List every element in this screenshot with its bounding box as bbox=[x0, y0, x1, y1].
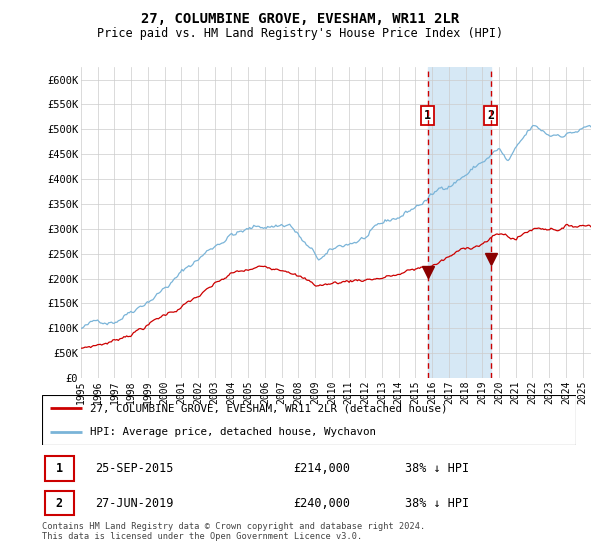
Bar bbox=[428, 67, 491, 378]
Text: 38% ↓ HPI: 38% ↓ HPI bbox=[405, 462, 469, 475]
Text: 2: 2 bbox=[56, 497, 63, 510]
Text: 2: 2 bbox=[487, 109, 494, 122]
Text: 27, COLUMBINE GROVE, EVESHAM, WR11 2LR (detached house): 27, COLUMBINE GROVE, EVESHAM, WR11 2LR (… bbox=[90, 403, 448, 413]
Text: 27, COLUMBINE GROVE, EVESHAM, WR11 2LR: 27, COLUMBINE GROVE, EVESHAM, WR11 2LR bbox=[141, 12, 459, 26]
Bar bbox=[44, 456, 74, 480]
Text: Price paid vs. HM Land Registry's House Price Index (HPI): Price paid vs. HM Land Registry's House … bbox=[97, 27, 503, 40]
Bar bbox=[44, 491, 74, 515]
Text: 25-SEP-2015: 25-SEP-2015 bbox=[95, 462, 174, 475]
Text: 38% ↓ HPI: 38% ↓ HPI bbox=[405, 497, 469, 510]
Text: £240,000: £240,000 bbox=[293, 497, 350, 510]
Text: Contains HM Land Registry data © Crown copyright and database right 2024.
This d: Contains HM Land Registry data © Crown c… bbox=[42, 522, 425, 542]
Text: £214,000: £214,000 bbox=[293, 462, 350, 475]
Text: HPI: Average price, detached house, Wychavon: HPI: Average price, detached house, Wych… bbox=[90, 427, 376, 437]
Text: 27-JUN-2019: 27-JUN-2019 bbox=[95, 497, 174, 510]
Text: 1: 1 bbox=[56, 462, 63, 475]
Text: 1: 1 bbox=[424, 109, 431, 122]
